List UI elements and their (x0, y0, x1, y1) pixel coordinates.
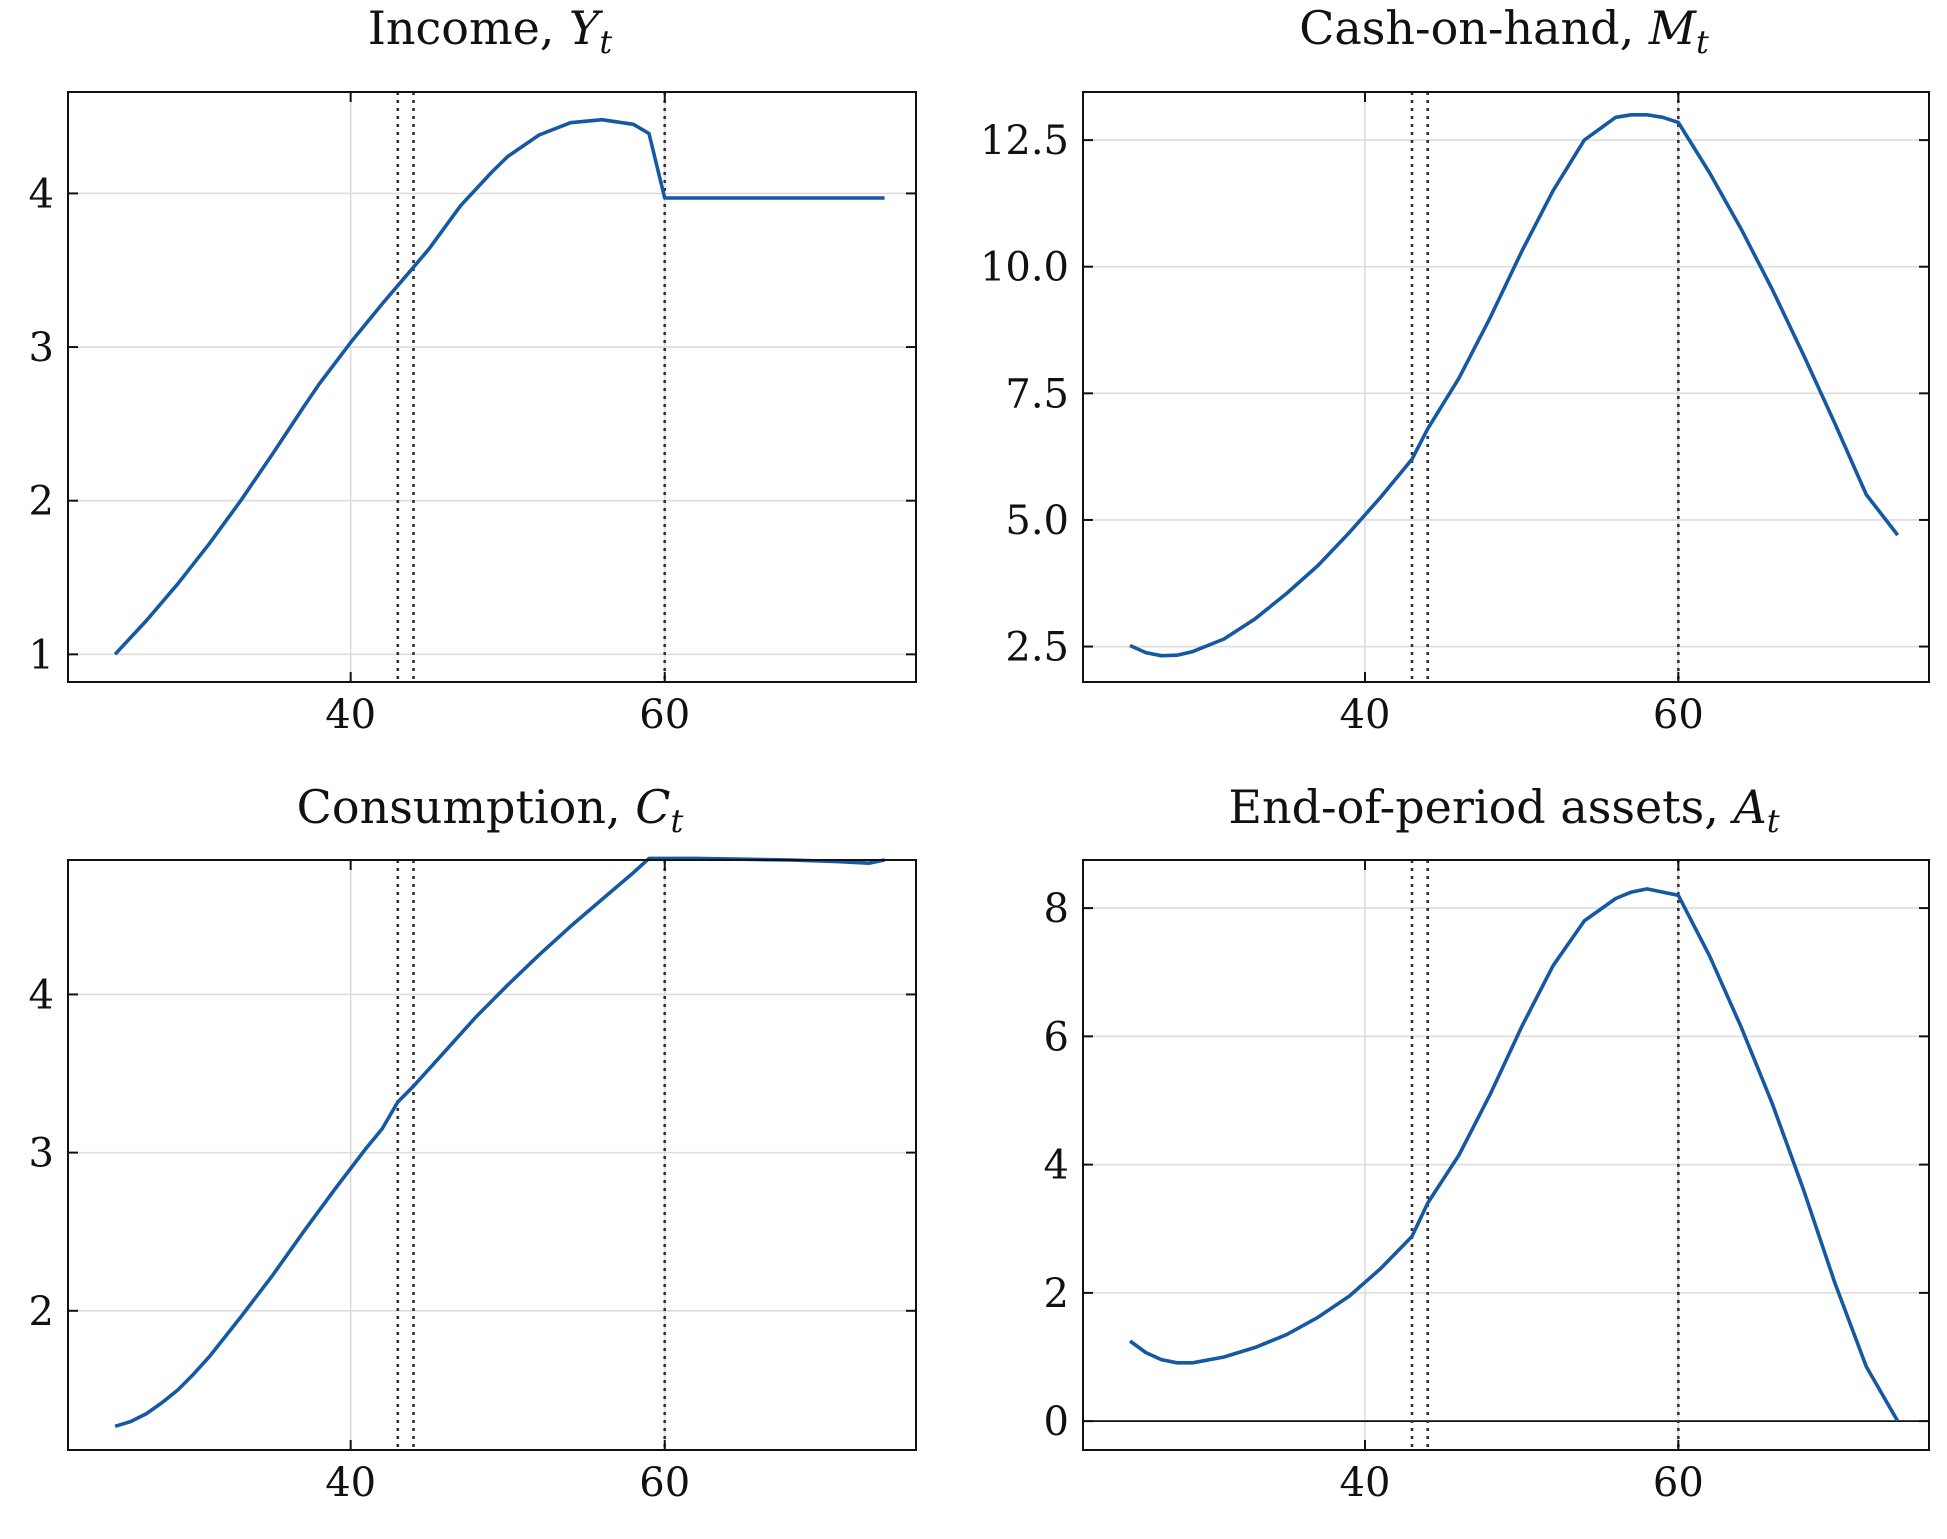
x-tick-label: 40 (325, 692, 376, 738)
title-text: Cash-on-hand, (1299, 1, 1649, 55)
title-subscript: t (1696, 23, 1709, 61)
y-tick-label: 1 (29, 632, 54, 678)
title-text: Consumption, (297, 780, 636, 834)
axes-frame (67, 91, 917, 683)
y-tick-label: 4 (29, 171, 54, 217)
y-tick-label: 8 (1044, 886, 1069, 932)
title-math: Y (569, 1, 604, 55)
title-text: End-of-period assets, (1228, 780, 1733, 834)
panel-cash-on-hand: Cash-on-hand, Mt 40 60 2.5 5.0 7.5 10.0 12.5 (980, 1, 1930, 738)
x-tick-label: 40 (1340, 1460, 1391, 1506)
series-line (1128, 887, 1900, 1422)
y-tick-label: 2 (1044, 1271, 1069, 1317)
panel-title: End-of-period assets, At (1228, 780, 1779, 840)
y-tick-label: 4 (1044, 1143, 1069, 1189)
axes-frame (67, 859, 917, 1451)
x-tick-label: 40 (1340, 692, 1391, 738)
title-math: C (635, 780, 670, 834)
panel-income: Income, Yt 40 60 1 2 3 4 (29, 1, 917, 738)
title-math: A (1730, 780, 1767, 834)
y-tick-label: 0 (1044, 1399, 1069, 1445)
title-math: M (1648, 1, 1698, 55)
y-tick-label: 2 (29, 1289, 54, 1335)
axes-frame (1082, 91, 1930, 683)
x-tick-label: 60 (639, 1460, 690, 1506)
y-tick-label: 3 (29, 1131, 54, 1177)
series-line (114, 856, 885, 1429)
x-tick-label: 60 (1653, 1460, 1704, 1506)
y-tick-label: 2.5 (1005, 625, 1069, 671)
x-tick-label: 60 (1653, 692, 1704, 738)
y-tick-label: 4 (29, 972, 54, 1018)
series-line (113, 117, 885, 656)
y-tick-label: 7.5 (1005, 371, 1069, 417)
y-tick-label: 2 (29, 479, 54, 525)
title-subscript: t (670, 802, 683, 840)
plot-area (1082, 859, 1930, 1451)
title-text: Income, (368, 1, 569, 55)
y-tick-label: 6 (1044, 1014, 1069, 1060)
panel-consumption: Consumption, Ct 40 60 2 3 4 (29, 780, 917, 1506)
y-tick-label: 12.5 (980, 118, 1069, 164)
x-tick-label: 60 (639, 692, 690, 738)
y-tick-label: 10.0 (980, 245, 1069, 291)
y-tick-label: 5.0 (1005, 498, 1069, 544)
title-subscript: t (1767, 802, 1780, 840)
y-tick-label: 3 (29, 325, 54, 371)
axes-frame (1082, 859, 1930, 1451)
series-line (1129, 113, 1900, 658)
x-tick-label: 40 (325, 1460, 376, 1506)
plot-area (1082, 91, 1930, 683)
panel-assets: End-of-period assets, At 40 60 0 2 4 6 8 (1044, 780, 1930, 1506)
panel-title: Consumption, Ct (297, 780, 684, 840)
plot-area (67, 91, 917, 683)
panel-title: Cash-on-hand, Mt (1299, 1, 1709, 61)
panel-title: Income, Yt (368, 1, 613, 61)
plot-area (67, 856, 917, 1451)
title-subscript: t (599, 23, 612, 61)
